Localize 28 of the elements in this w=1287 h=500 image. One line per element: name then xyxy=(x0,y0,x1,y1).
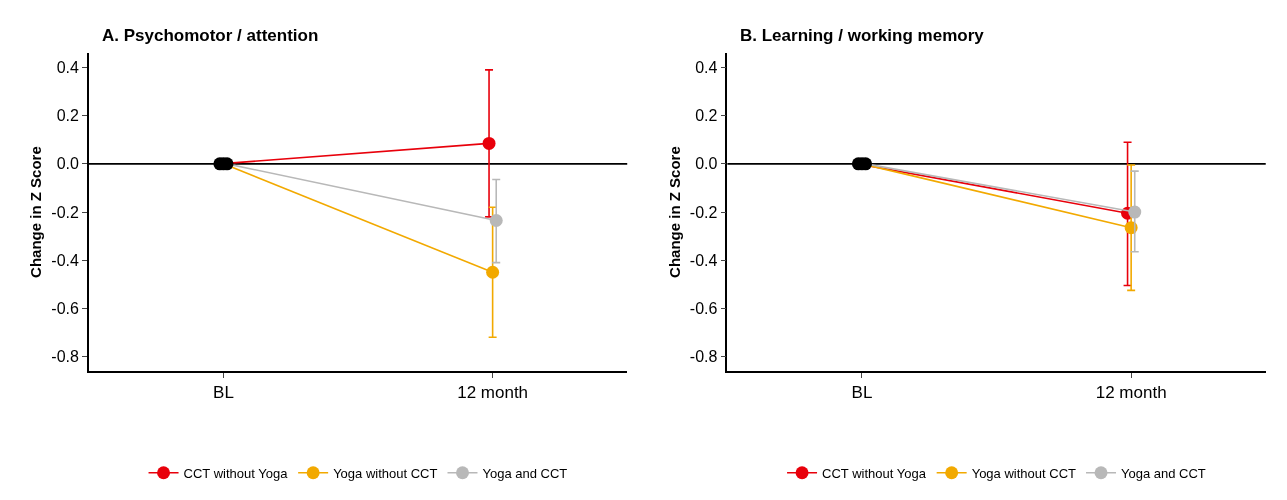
x-tick-label: BL xyxy=(851,383,873,403)
chart-title: B. Learning / working memory xyxy=(740,26,985,45)
x-tick-label: BL xyxy=(213,383,234,403)
y-tick-label: -0.4 xyxy=(51,251,79,269)
y-tick-label: -0.2 xyxy=(51,203,79,221)
y-tick-label: -0.6 xyxy=(689,300,718,318)
y-tick-label: 0.2 xyxy=(695,107,718,125)
y-tick-label: 0.4 xyxy=(695,59,718,77)
y-tick-label: 0.0 xyxy=(695,155,718,173)
legend-label: Yoga and CCT xyxy=(482,465,568,481)
y-tick-label: -0.2 xyxy=(689,203,718,221)
x-tick-label: 12 month xyxy=(457,383,529,403)
x-tick-label: 12 month xyxy=(1095,383,1167,403)
y-tick-label: -0.6 xyxy=(51,300,79,318)
legend-label: CCT without Yoga xyxy=(822,465,927,481)
y-tick-label: 0.4 xyxy=(56,59,79,77)
legend-label: Yoga without CCT xyxy=(971,465,1077,481)
y-tick-label: -0.4 xyxy=(689,251,718,269)
y-tick-label: -0.8 xyxy=(689,348,718,366)
y-axis-title: Change in Z Score xyxy=(665,146,683,278)
chart-title: A. Psychomotor / attention xyxy=(102,26,319,45)
legend-label: CCT without Yoga xyxy=(183,465,289,481)
legend-label: Yoga and CCT xyxy=(1121,465,1206,481)
y-axis-title: Change in Z Score xyxy=(27,146,45,278)
legend-label: Yoga without CCT xyxy=(333,465,438,481)
y-tick-label: -0.8 xyxy=(51,348,79,366)
y-tick-label: 0.0 xyxy=(56,155,79,173)
y-tick-label: 0.2 xyxy=(56,107,79,125)
